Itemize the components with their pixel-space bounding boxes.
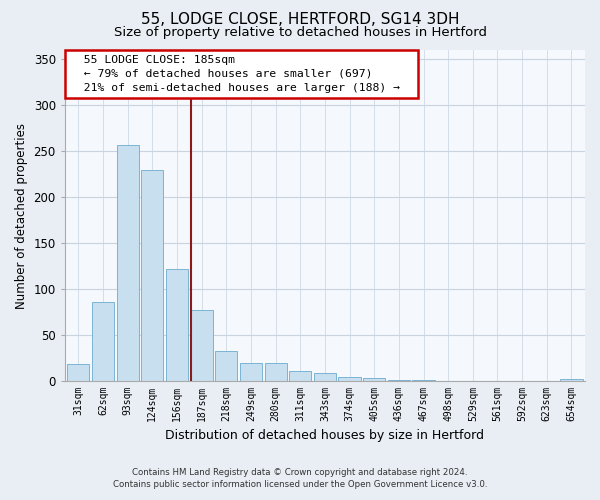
- Text: 55, LODGE CLOSE, HERTFORD, SG14 3DH: 55, LODGE CLOSE, HERTFORD, SG14 3DH: [141, 12, 459, 28]
- Bar: [338, 378, 361, 381]
- Bar: [363, 378, 385, 381]
- Bar: [265, 362, 287, 381]
- Bar: [412, 380, 434, 381]
- Text: Contains public sector information licensed under the Open Government Licence v3: Contains public sector information licen…: [113, 480, 487, 489]
- Bar: [67, 364, 89, 381]
- Bar: [314, 373, 336, 381]
- X-axis label: Distribution of detached houses by size in Hertford: Distribution of detached houses by size …: [166, 430, 484, 442]
- Bar: [388, 380, 410, 381]
- Bar: [92, 302, 114, 381]
- Bar: [116, 144, 139, 381]
- Text: 55 LODGE CLOSE: 185sqm
  ← 79% of detached houses are smaller (697)
  21% of sem: 55 LODGE CLOSE: 185sqm ← 79% of detached…: [70, 55, 414, 93]
- Bar: [191, 310, 213, 381]
- Bar: [141, 170, 163, 381]
- Text: Size of property relative to detached houses in Hertford: Size of property relative to detached ho…: [113, 26, 487, 39]
- Bar: [240, 362, 262, 381]
- Bar: [215, 350, 238, 381]
- Bar: [166, 269, 188, 381]
- Bar: [289, 371, 311, 381]
- Bar: [560, 379, 583, 381]
- Y-axis label: Number of detached properties: Number of detached properties: [15, 122, 28, 308]
- Text: Contains HM Land Registry data © Crown copyright and database right 2024.: Contains HM Land Registry data © Crown c…: [132, 468, 468, 477]
